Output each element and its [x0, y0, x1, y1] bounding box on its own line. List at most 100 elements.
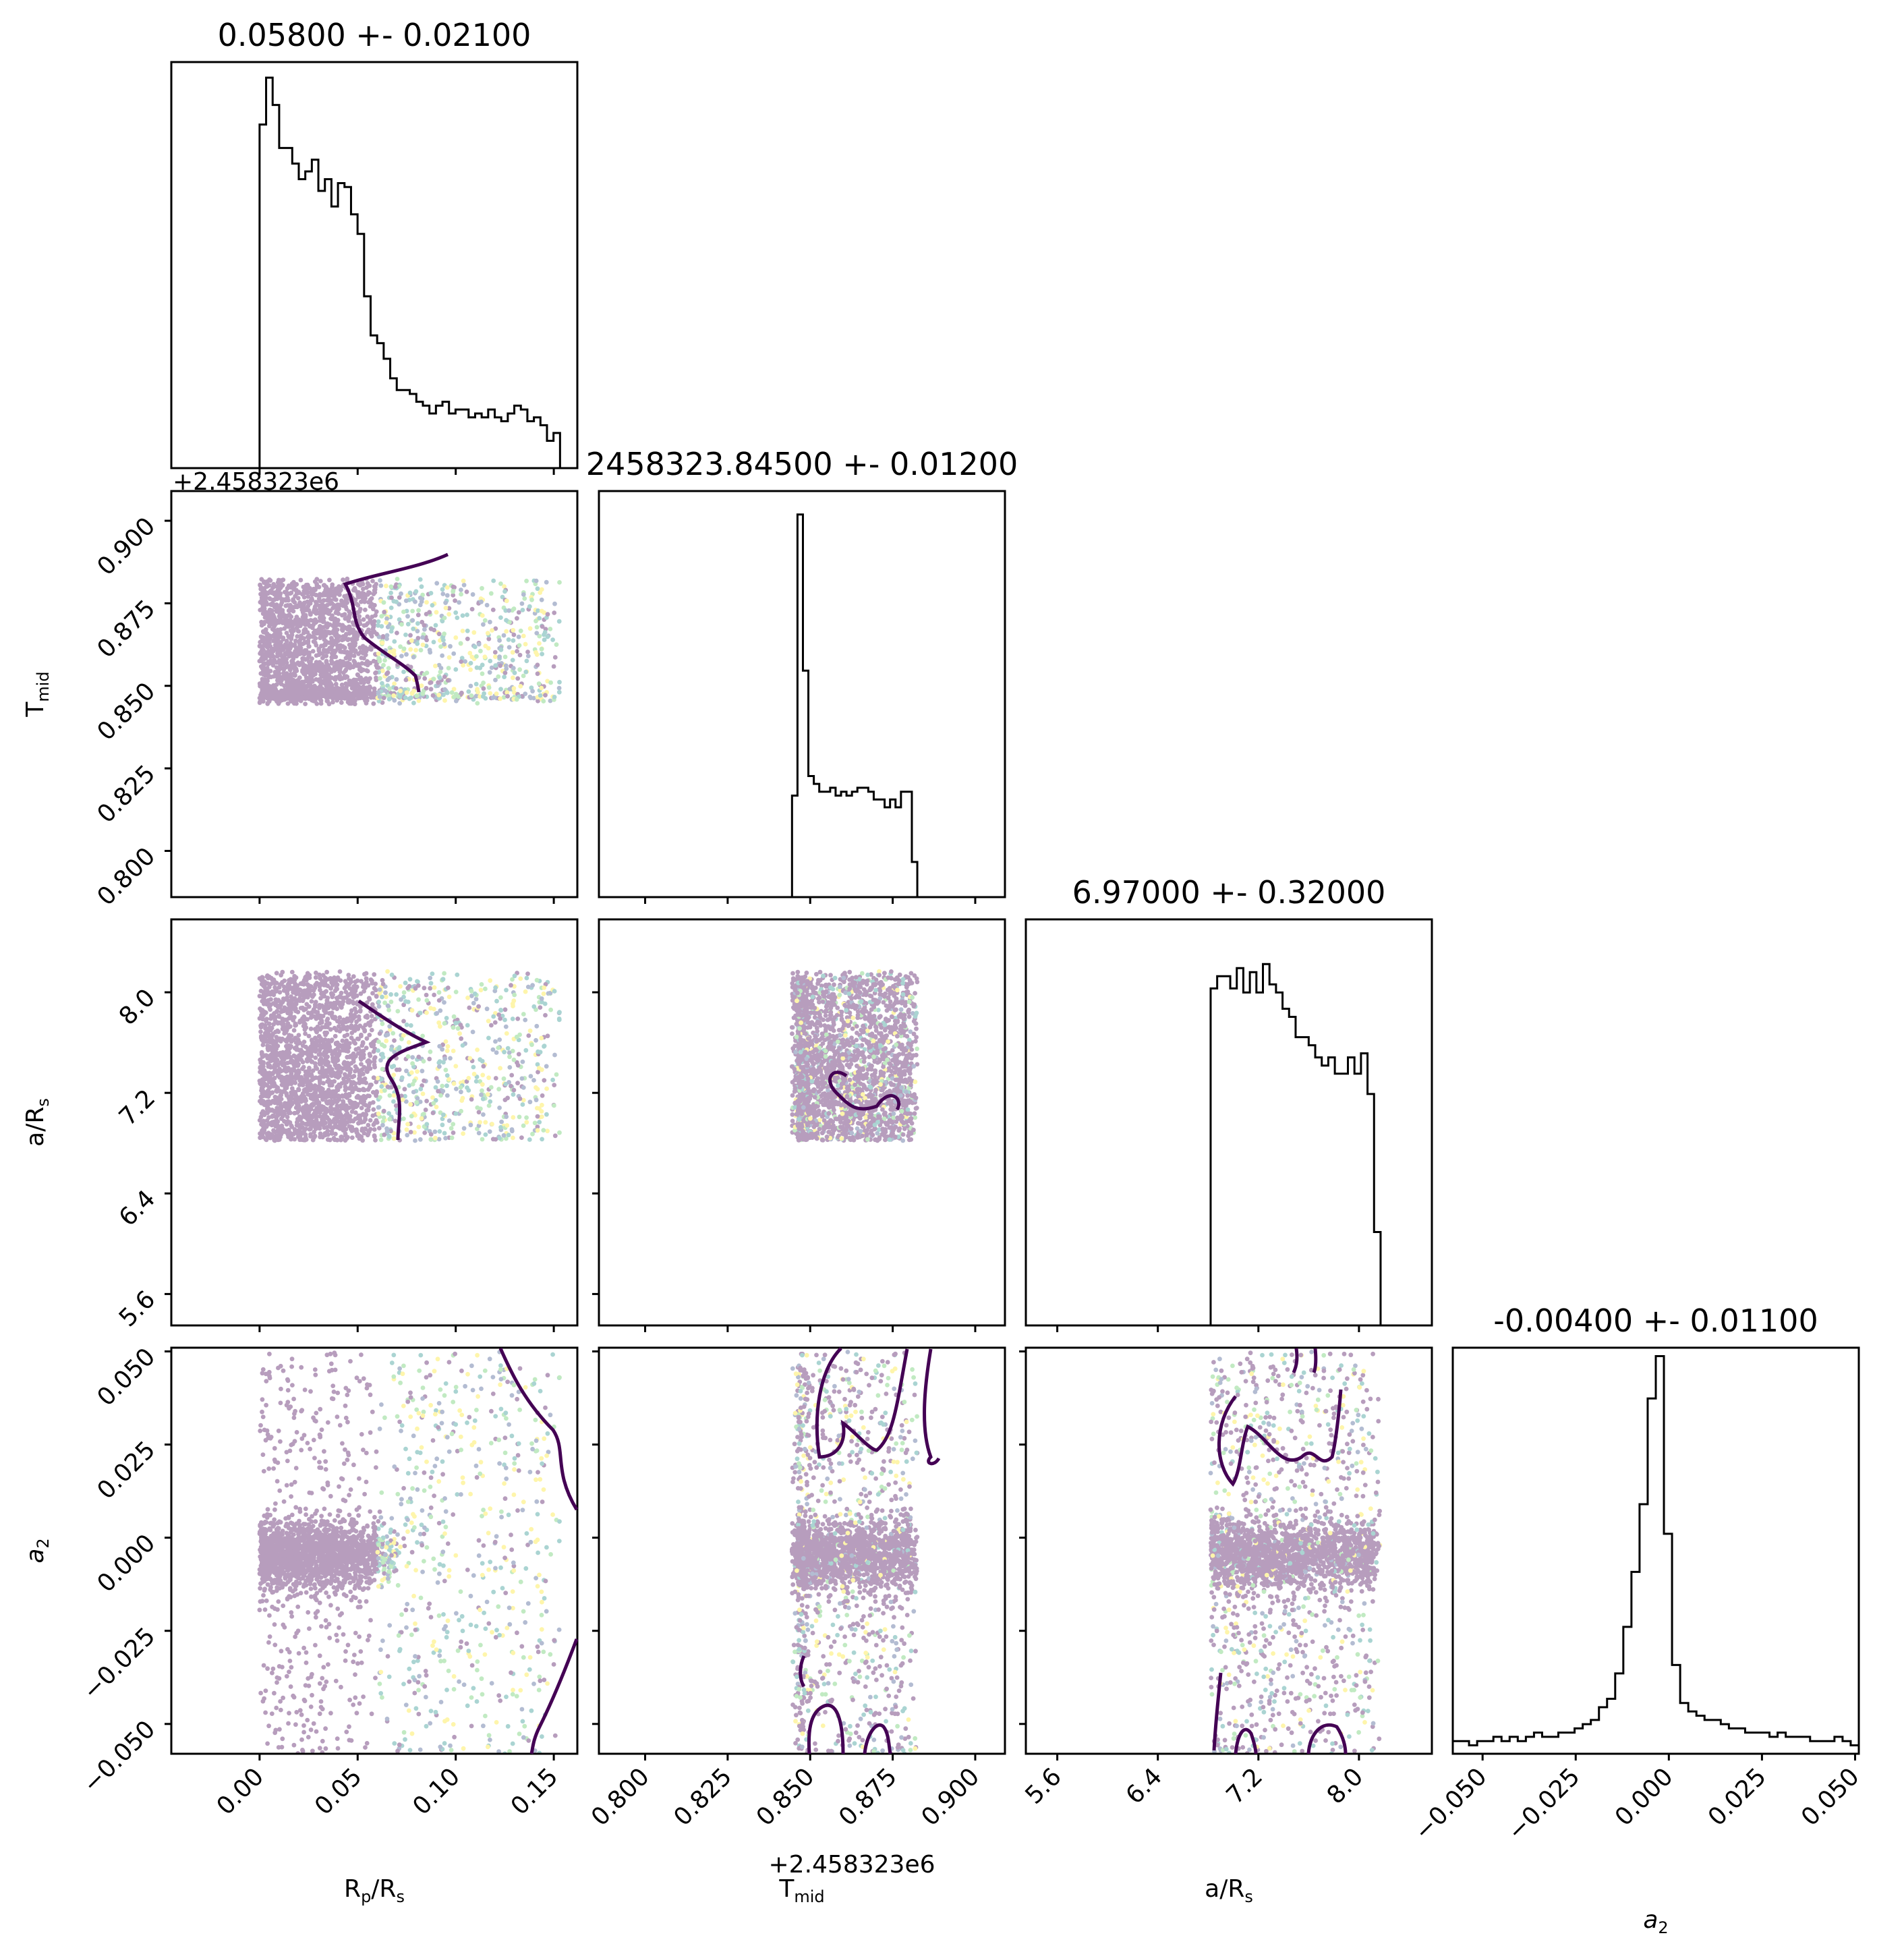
- scatter-point: [299, 695, 304, 701]
- scatter-point: [420, 642, 426, 648]
- scatter-point: [262, 641, 267, 647]
- scatter-point: [345, 688, 349, 693]
- scatter-point: [279, 678, 284, 683]
- scatter-point: [319, 691, 324, 696]
- scatter-point: [485, 1092, 490, 1097]
- scatter-point: [299, 681, 304, 686]
- scatter-point: [527, 626, 533, 631]
- scatter-point: [434, 610, 439, 615]
- scatter-point: [317, 687, 322, 691]
- scatter-point: [332, 677, 337, 682]
- scatter-point: [349, 701, 354, 706]
- scatter-point: [511, 606, 517, 611]
- scatter-point: [312, 604, 318, 610]
- scatter-point: [281, 689, 286, 693]
- scatter-point: [438, 1088, 444, 1093]
- scatter-point: [308, 689, 314, 695]
- scatter-point: [479, 599, 484, 604]
- scatter-point: [518, 684, 523, 689]
- scatter-point: [493, 654, 498, 659]
- scatter-point: [272, 658, 277, 663]
- scatter-point: [355, 672, 361, 678]
- scatter-point: [343, 667, 349, 672]
- scatter-point: [359, 656, 364, 660]
- scatter-point: [382, 693, 387, 699]
- scatter-point: [372, 985, 377, 991]
- scatter-point: [302, 639, 308, 645]
- scatter-point: [498, 615, 503, 620]
- scatter-point: [300, 592, 305, 597]
- scatter-point: [301, 600, 307, 606]
- scatter-point: [389, 626, 395, 631]
- scatter-point: [536, 608, 540, 613]
- scatter-point: [262, 693, 267, 698]
- scatter-point: [272, 690, 278, 695]
- scatter-point: [446, 678, 452, 683]
- scatter-point: [318, 1052, 324, 1057]
- scatter-point: [263, 594, 268, 600]
- scatter-point: [536, 681, 542, 686]
- scatter-point: [357, 646, 363, 650]
- scatter-point: [290, 664, 295, 670]
- scatter-point: [377, 1031, 382, 1036]
- scatter-point: [297, 681, 303, 687]
- scatter-point: [338, 664, 343, 670]
- scatter-point: [337, 606, 341, 612]
- scatter-point: [418, 691, 424, 696]
- scatter-point: [322, 975, 328, 981]
- scatter-point: [420, 635, 425, 640]
- scatter-point: [333, 592, 338, 596]
- scatter-point: [258, 586, 264, 592]
- scatter-point: [318, 685, 322, 690]
- scatter-point: [299, 607, 305, 612]
- scatter-point: [281, 657, 287, 662]
- scatter-point: [469, 654, 475, 660]
- scatter-point: [337, 1000, 342, 1005]
- scatter-point: [476, 1110, 482, 1115]
- scatter-point: [443, 606, 449, 610]
- scatter-point: [262, 679, 267, 685]
- scatter-point: [374, 663, 379, 668]
- scatter-point: [411, 653, 415, 658]
- scatter-point: [341, 634, 346, 639]
- scatter-point: [314, 695, 319, 701]
- scatter-point: [405, 621, 411, 627]
- scatter-point: [377, 658, 382, 664]
- scatter-point: [274, 636, 279, 641]
- scatter-point: [314, 660, 319, 664]
- scatter-point: [293, 617, 298, 623]
- scatter-point: [339, 700, 344, 705]
- scatter-point: [378, 1095, 382, 1100]
- scatter-point: [492, 693, 498, 698]
- scatter-point: [333, 648, 338, 654]
- scatter-point: [326, 1087, 331, 1093]
- scatter-point: [320, 693, 325, 698]
- scatter-point: [304, 675, 309, 680]
- scatter-point: [349, 1128, 355, 1133]
- scatter-point: [284, 676, 289, 681]
- scatter-point: [320, 651, 325, 656]
- scatter-point: [268, 692, 274, 697]
- scatter-point: [422, 672, 427, 677]
- scatter-point: [269, 660, 275, 665]
- scatter-point: [265, 988, 270, 994]
- scatter-point: [289, 685, 293, 689]
- scatter-point: [322, 1112, 326, 1117]
- scatter-point: [415, 635, 421, 641]
- scatter-point: [295, 623, 300, 628]
- scatter-point: [270, 650, 275, 655]
- scatter-point: [335, 1099, 340, 1104]
- scatter-point: [271, 1012, 277, 1017]
- scatter-point: [270, 633, 275, 639]
- scatter-point: [308, 601, 313, 606]
- scatter-point: [261, 1002, 266, 1006]
- scatter-point: [264, 612, 269, 618]
- scatter-point: [523, 1048, 529, 1053]
- scatter-point: [331, 1070, 337, 1075]
- scatter-point: [267, 640, 272, 646]
- scatter-point: [500, 668, 505, 674]
- scatter-point: [306, 643, 312, 649]
- scatter-point: [453, 990, 459, 994]
- scatter-point: [325, 589, 330, 594]
- scatter-point: [326, 597, 332, 602]
